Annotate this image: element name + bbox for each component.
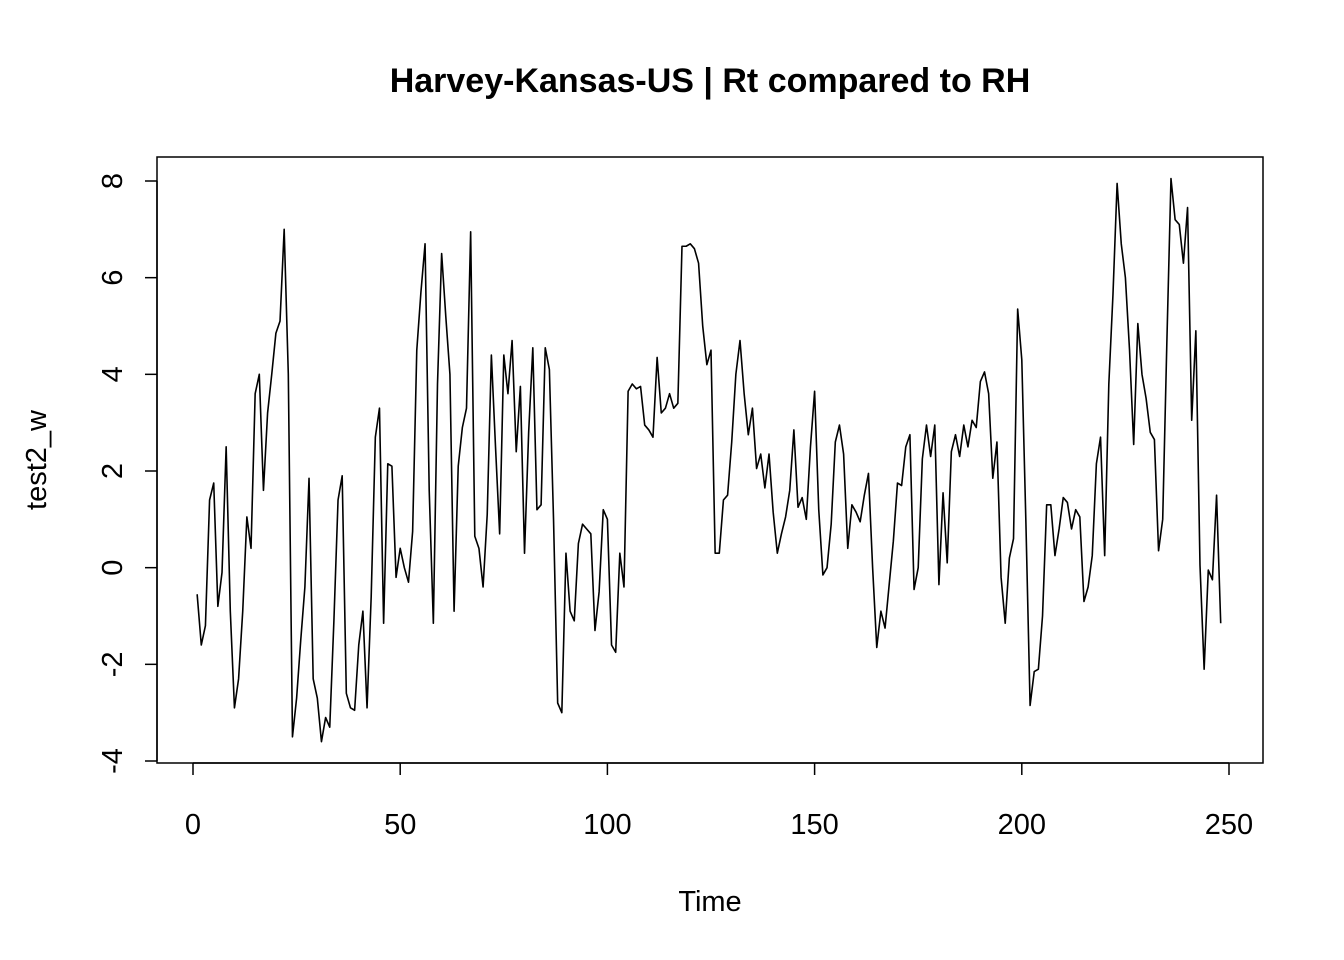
y-axis-label: test2_w (21, 409, 53, 510)
y-axis: -4 -2 0 2 4 6 8 (97, 173, 158, 774)
x-tick-label: 50 (384, 809, 416, 841)
y-tick-label: 6 (97, 270, 129, 286)
y-tick-label: 0 (97, 560, 129, 576)
chart-title: Harvey-Kansas-US | Rt compared to RH (390, 62, 1031, 100)
series-layer (196, 177, 1222, 743)
x-tick-label: 250 (1205, 809, 1253, 841)
y-tick-label: -2 (97, 651, 129, 677)
x-axis: 0 50 100 150 200 250 (185, 762, 1253, 841)
series-line-1 (196, 177, 1222, 743)
y-tick-label: 4 (97, 366, 129, 382)
y-tick-label: 8 (97, 173, 129, 189)
x-tick-label: 200 (998, 809, 1046, 841)
x-tick-label: 0 (185, 809, 201, 841)
y-tick-label: -4 (97, 748, 129, 774)
x-axis-label: Time (678, 886, 741, 918)
x-tick-label: 100 (583, 809, 631, 841)
y-tick-label: 2 (97, 463, 129, 479)
x-tick-label: 150 (790, 809, 838, 841)
